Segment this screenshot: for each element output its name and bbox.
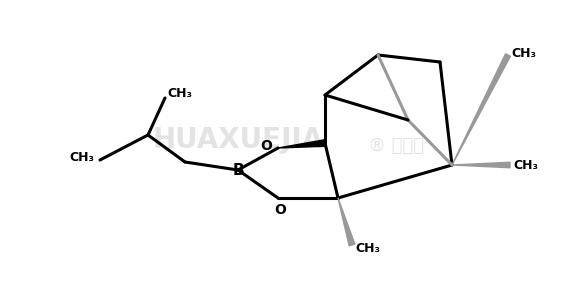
- Text: CH₃: CH₃: [70, 151, 94, 164]
- Text: B: B: [232, 162, 244, 178]
- Text: CH₃: CH₃: [512, 47, 536, 60]
- Text: CH₃: CH₃: [355, 243, 381, 256]
- Polygon shape: [452, 162, 510, 168]
- Text: O: O: [274, 203, 286, 217]
- Text: CH₃: CH₃: [513, 158, 539, 172]
- Text: ® 化学加: ® 化学加: [368, 137, 424, 155]
- Polygon shape: [278, 140, 325, 148]
- Polygon shape: [338, 198, 355, 246]
- Polygon shape: [452, 54, 511, 165]
- Text: CH₃: CH₃: [167, 87, 193, 99]
- Text: HUAXUEJIA: HUAXUEJIA: [152, 126, 323, 154]
- Text: O: O: [260, 139, 272, 153]
